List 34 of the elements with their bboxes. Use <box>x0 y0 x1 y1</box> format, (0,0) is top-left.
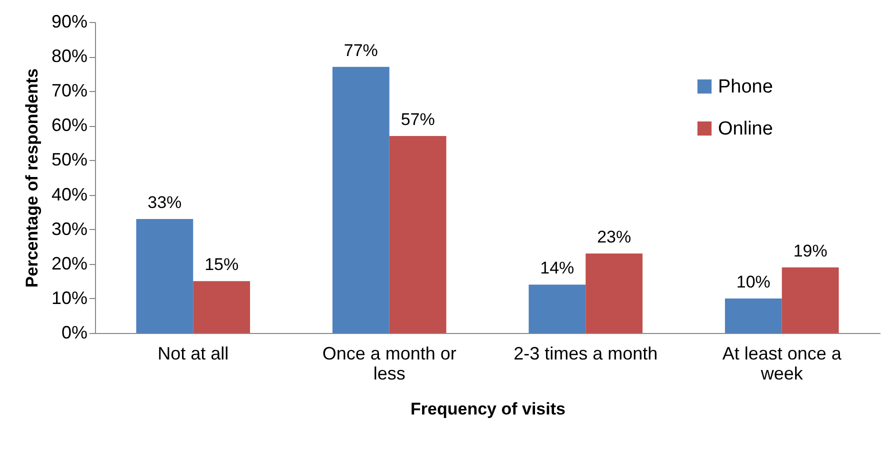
y-axis-title: Percentage of respondents <box>22 68 42 288</box>
bar <box>332 66 390 333</box>
y-tick-label: 20% <box>51 253 88 274</box>
y-tick-label: 80% <box>51 46 88 66</box>
data-label: 15% <box>204 255 239 274</box>
y-tick-label: 50% <box>51 150 88 170</box>
bar <box>528 284 586 333</box>
data-label: 77% <box>344 40 378 60</box>
x-axis-title: Frequency of visits <box>410 400 566 418</box>
y-tick-label: 70% <box>51 80 88 101</box>
bar <box>724 298 782 333</box>
y-tick-label: 90% <box>51 12 88 32</box>
x-tick-label: At least once a week <box>722 344 842 384</box>
x-tick-label: 2-3 times a month <box>514 344 658 364</box>
data-label: 23% <box>597 228 632 247</box>
y-tick-label: 30% <box>51 218 88 239</box>
y-tick-label: 0% <box>61 322 88 342</box>
data-label: 33% <box>148 192 182 212</box>
data-label: 57% <box>400 110 435 130</box>
y-tick-label: 60% <box>51 115 88 136</box>
data-label: 10% <box>736 272 770 292</box>
x-tick-label: Once a month or less <box>322 344 456 384</box>
bar <box>782 267 839 333</box>
bar <box>136 218 194 333</box>
bar <box>586 254 643 333</box>
bar <box>389 136 446 333</box>
y-tick-label: 40% <box>51 184 88 204</box>
data-label: 14% <box>540 258 574 278</box>
y-tick-label: 10% <box>51 288 88 308</box>
legend-label: Online <box>718 118 773 140</box>
data-label: 19% <box>793 241 828 260</box>
legend-label: Phone <box>718 76 773 98</box>
bar <box>193 281 250 333</box>
x-tick-label: Not at all <box>158 344 229 364</box>
